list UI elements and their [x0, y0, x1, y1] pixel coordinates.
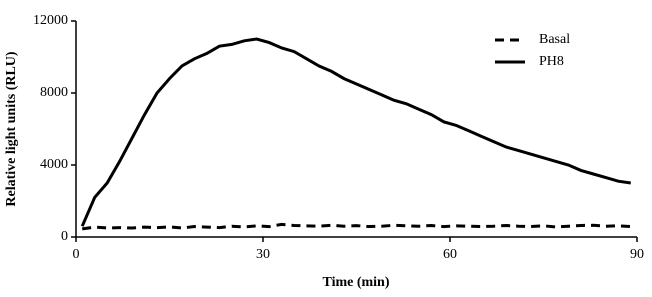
x-tick-label: 30	[256, 247, 270, 262]
series-line	[80, 37, 631, 227]
y-axis-label: Relative light units (RLU)	[4, 51, 19, 207]
x-tick-label: 0	[73, 247, 80, 262]
y-tick-label: 4000	[40, 157, 68, 172]
legend-label: Basal	[539, 32, 570, 47]
series-line	[82, 222, 631, 231]
legend-label: PH8	[539, 54, 564, 69]
x-tick-label: 60	[443, 247, 457, 262]
y-tick-label: 8000	[40, 85, 68, 100]
x-tick-label: 90	[630, 247, 644, 262]
y-tick-label: 12000	[33, 13, 68, 28]
x-axis-label: Time (min)	[322, 275, 389, 290]
y-tick-label: 0	[61, 229, 68, 244]
